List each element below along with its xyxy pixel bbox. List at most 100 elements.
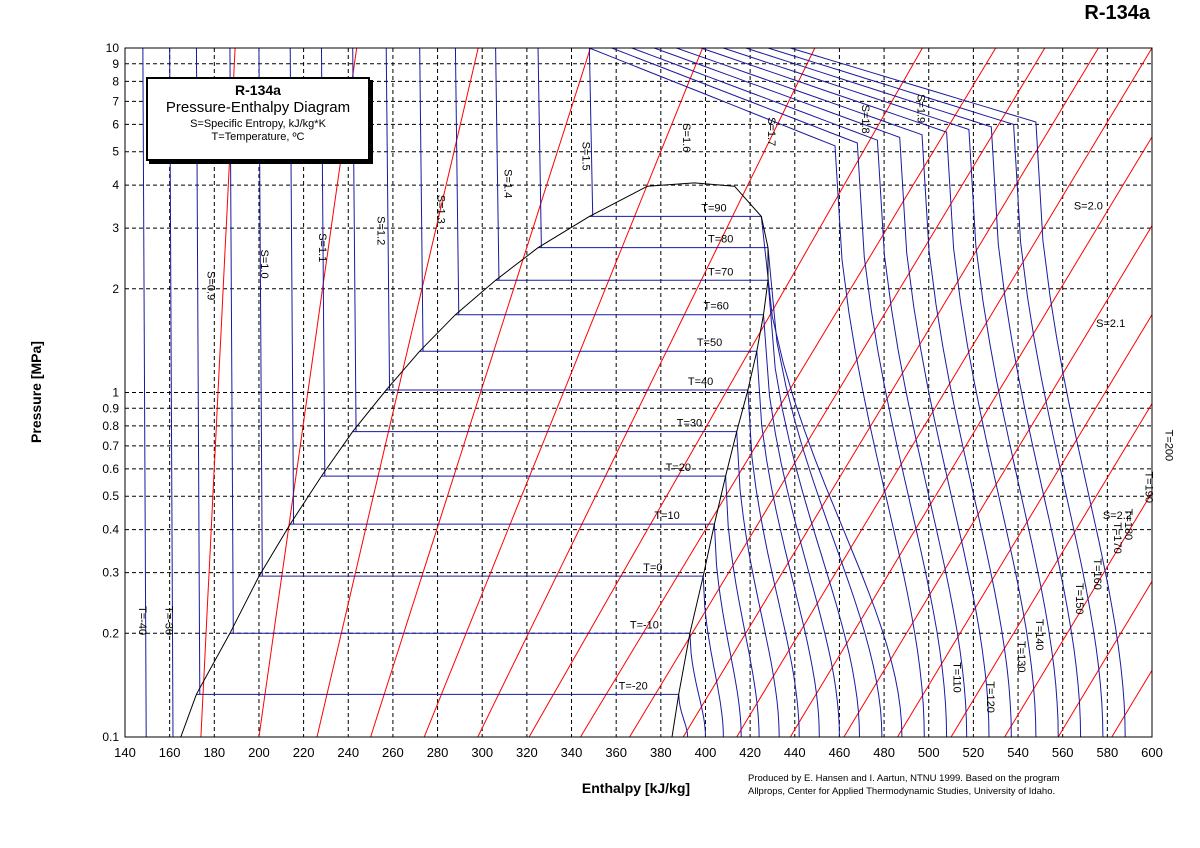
isentrope-label: S=1.0 (258, 250, 270, 279)
isentrope-label: S=1.2 (374, 216, 386, 245)
isotherm-vapor-curve (767, 247, 883, 737)
y-tick-label: 0.4 (102, 523, 119, 537)
y-axis-label: Pressure [MPa] (28, 341, 44, 443)
isentrope-line (682, 48, 1099, 737)
isotherm-label: T=20 (666, 462, 691, 474)
x-tick-label: 180 (203, 745, 225, 760)
x-tick-label: 300 (471, 745, 493, 760)
isentrope-line (477, 48, 816, 737)
isotherm-label: T=160 (1091, 558, 1103, 590)
y-tick-label: 0.9 (102, 401, 119, 415)
x-tick-label: 600 (1141, 745, 1163, 760)
isentrope-label: S=1.7 (765, 117, 777, 146)
isotherm-label: T=130 (1015, 641, 1027, 673)
isotherm-label: T=180 (1122, 509, 1134, 541)
isotherm-label: T=190 (1142, 471, 1154, 503)
x-tick-label: 520 (963, 745, 985, 760)
isentrope-line (200, 48, 236, 737)
isentrope-label: S=1.8 (859, 105, 871, 134)
legend-box: R-134a Pressure-Enthalpy Diagram S=Speci… (146, 77, 370, 161)
isentrope-line (1111, 669, 1152, 737)
x-tick-label: 320 (516, 745, 538, 760)
isotherm-label: T=-40 (136, 606, 148, 635)
credit-note: Produced by E. Hansen and I. Aartun, NTN… (748, 772, 1060, 798)
x-tick-label: 140 (114, 745, 136, 760)
credit-line-2: Allprops, Center for Applied Thermodynam… (748, 786, 1056, 797)
isotherm-liquid-line (385, 48, 391, 390)
isotherm-vapor-curve (790, 48, 1126, 737)
x-tick-label: 540 (1007, 745, 1029, 760)
x-tick-label: 280 (427, 745, 449, 760)
isotherm-liquid-line (169, 48, 174, 737)
isotherm-label: T=110 (950, 662, 962, 693)
y-tick-label: 0.2 (102, 626, 119, 640)
isotherm-vapor-curve (756, 351, 820, 737)
isotherm-vapor-curve (767, 280, 860, 737)
isotherm-vapor-curve (713, 524, 742, 737)
isotherm-label: T=80 (708, 234, 733, 246)
isotherm-label: T=10 (654, 510, 679, 522)
isotherm-vapor-curve (678, 694, 689, 737)
y-tick-label: 1 (112, 386, 119, 400)
isotherm-label: T=70 (708, 266, 733, 278)
legend-subtitle: Pressure-Enthalpy Diagram (165, 99, 351, 116)
isentrope-label: S=1.4 (502, 169, 514, 198)
isotherm-vapor-curve (700, 48, 1037, 737)
isentrope-line (1057, 580, 1152, 737)
isotherm-vapor-curve (747, 389, 800, 737)
isentrope-line (950, 402, 1152, 737)
isotherm-label: T=150 (1073, 583, 1085, 615)
isotherm-liquid-line (495, 48, 500, 281)
isotherm-vapor-curve (763, 314, 840, 737)
y-tick-label: 0.7 (102, 439, 119, 453)
isotherm-label: T=60 (704, 301, 729, 313)
x-tick-label: 560 (1052, 745, 1074, 760)
isotherm-vapor-curve (745, 48, 1082, 737)
isotherm-liquid-line (537, 48, 542, 248)
isentrope-line (897, 313, 1152, 737)
curve-labels: T=-40 T=-30 T=-20 T=-10 T=0 T=10 T=20 T=30 T=40 T… (136, 94, 1175, 713)
credit-line-1: Produced by E. Hansen and I. Aartun, NTN… (748, 773, 1060, 784)
x-tick-label: 260 (382, 745, 404, 760)
y-tick-label: 7 (112, 94, 119, 108)
axis-ticks: 140 160 180 200 220 240 260 280 300 320 340 360 380 4… (102, 41, 1163, 760)
isotherm-label: T=-10 (630, 619, 659, 631)
isotherm-lines (142, 48, 1126, 737)
isentrope-label: S=2.2 (1103, 510, 1132, 522)
isentrope-line (789, 135, 1152, 737)
x-tick-label: 400 (695, 745, 717, 760)
x-tick-label: 440 (784, 745, 806, 760)
x-tick-label: 360 (605, 745, 627, 760)
isotherm-liquid-line (588, 48, 594, 217)
isentrope-line (423, 48, 704, 737)
isentrope-label: S=1.5 (580, 142, 592, 171)
isotherm-liquid-line (419, 48, 424, 352)
x-tick-label: 580 (1096, 745, 1118, 760)
isentrope-label: S=1.9 (915, 94, 927, 123)
y-tick-label: 2 (112, 282, 119, 296)
x-tick-label: 240 (337, 745, 359, 760)
isotherm-vapor-curve (723, 48, 1059, 737)
y-tick-label: 5 (112, 145, 119, 159)
isentrope-line (629, 48, 1046, 737)
isotherm-vapor-curve (702, 576, 724, 737)
legend-entropy-note: S=Specific Entropy, kJ/kg*K (190, 118, 326, 130)
saturation-dome (180, 182, 769, 737)
isotherm-label: T=90 (701, 202, 726, 214)
isentrope-label: S=1.1 (316, 233, 328, 262)
isotherm-vapor-curve (725, 476, 760, 737)
chart-title: R-134a (1084, 2, 1150, 24)
isentrope-label: S=2.1 (1096, 318, 1125, 330)
isentrope-label: S=1.3 (435, 195, 447, 224)
legend-temperature-note: T=Temperature, ºC (211, 131, 305, 143)
isotherm-vapor-curve (689, 633, 706, 737)
isotherm-vapor-curve (611, 48, 948, 737)
isotherm-vapor-curve (767, 48, 1104, 737)
y-tick-label: 10 (106, 41, 120, 55)
isotherm-label: T=170 (1111, 522, 1123, 554)
x-tick-label: 460 (829, 745, 851, 760)
isentrope-line (580, 48, 997, 737)
isotherm-vapor-curve (736, 431, 780, 737)
x-tick-label: 480 (873, 745, 895, 760)
